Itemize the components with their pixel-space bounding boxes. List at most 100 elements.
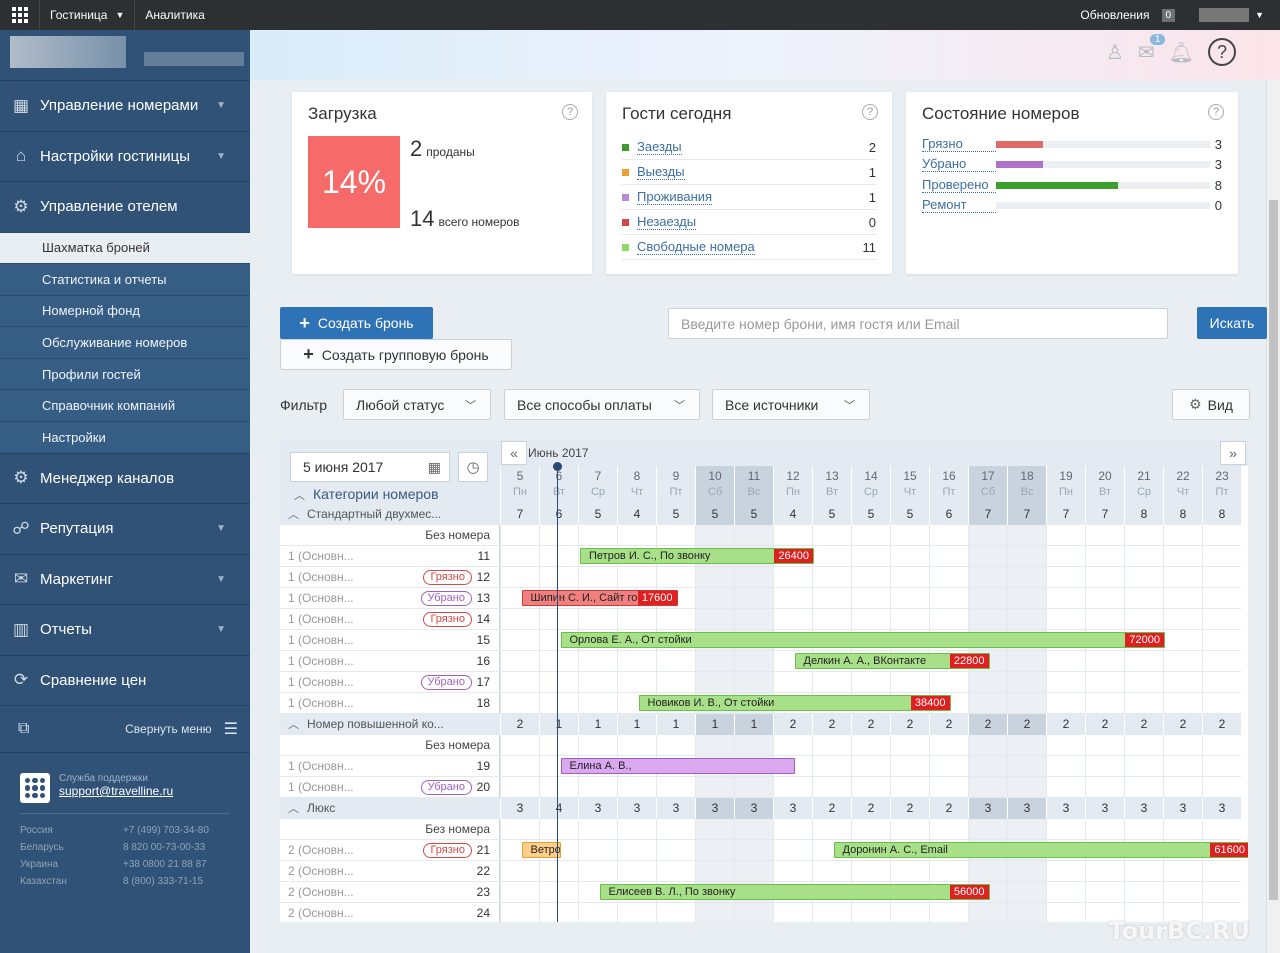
grid-cell[interactable] — [578, 609, 617, 630]
day-header[interactable]: 13 Вт — [812, 466, 851, 504]
grid-cell[interactable] — [695, 609, 734, 630]
grid-cell[interactable] — [1007, 693, 1046, 714]
grid-cell[interactable] — [578, 651, 617, 672]
grid-cell[interactable] — [851, 609, 890, 630]
grid-cell[interactable] — [929, 861, 968, 882]
grid-cell[interactable] — [500, 546, 539, 567]
grid-cell[interactable] — [1202, 672, 1241, 693]
grid-cell[interactable] — [1163, 588, 1202, 609]
sidebar-item[interactable]: ⟳ Сравнение цен — [0, 654, 250, 706]
grid-cell[interactable] — [1163, 693, 1202, 714]
grid-cell[interactable] — [1046, 546, 1085, 567]
sidebar-subitem[interactable]: Настройки — [0, 421, 250, 453]
grid-cell[interactable] — [968, 735, 1007, 756]
grid-cell[interactable] — [851, 777, 890, 798]
booking-bar[interactable]: Орлова Е. А., От стойки 72000 — [560, 632, 1165, 648]
grid-cell[interactable] — [1007, 588, 1046, 609]
grid-cell[interactable] — [617, 651, 656, 672]
grid-cell[interactable] — [734, 903, 773, 922]
prev-period-button[interactable]: « — [501, 441, 527, 465]
grid-cell[interactable] — [500, 588, 539, 609]
grid-cell[interactable] — [851, 588, 890, 609]
grid-cell[interactable] — [812, 756, 851, 777]
grid-cell[interactable] — [695, 567, 734, 588]
hotel-logo[interactable] — [0, 30, 250, 80]
grid-cell[interactable] — [1202, 882, 1241, 903]
user-chevron-icon[interactable]: ▼ — [1255, 10, 1264, 20]
grid-cell[interactable] — [968, 609, 1007, 630]
grid-cell[interactable] — [539, 861, 578, 882]
day-header[interactable]: 5 Пн — [500, 466, 539, 504]
grid-cell[interactable] — [1202, 609, 1241, 630]
grid-cell[interactable] — [578, 882, 617, 903]
grid-cell[interactable] — [1046, 735, 1085, 756]
grid-cell[interactable] — [695, 672, 734, 693]
grid-cell[interactable] — [1163, 777, 1202, 798]
grid-cell[interactable] — [578, 693, 617, 714]
grid-cell[interactable] — [500, 609, 539, 630]
next-period-button[interactable]: » — [1220, 441, 1246, 465]
grid-cell[interactable] — [1163, 861, 1202, 882]
grid-cell[interactable] — [1202, 525, 1241, 546]
sidebar-item[interactable]: ▥ Отчеты ▼ — [0, 604, 250, 655]
grid-cell[interactable] — [656, 777, 695, 798]
grid-cell[interactable] — [617, 903, 656, 922]
grid-cell[interactable] — [968, 567, 1007, 588]
grid-cell[interactable] — [1007, 903, 1046, 922]
grid-cell[interactable] — [695, 861, 734, 882]
grid-cell[interactable] — [1085, 735, 1124, 756]
sidebar-item[interactable]: ⌂ Настройки гостиницы ▼ — [0, 130, 250, 181]
grid-cell[interactable] — [695, 777, 734, 798]
sidebar-subitem[interactable]: Номерной фонд — [0, 294, 250, 327]
grid-cell[interactable] — [1124, 882, 1163, 903]
room-status-badge[interactable]: Грязно — [423, 611, 472, 627]
day-header[interactable]: 11 Вс — [734, 466, 773, 504]
grid-cell[interactable] — [929, 903, 968, 922]
grid-cell[interactable] — [890, 819, 929, 840]
grid-cell[interactable] — [656, 840, 695, 861]
grid-cell[interactable] — [1046, 588, 1085, 609]
grid-cell[interactable] — [1124, 777, 1163, 798]
grid-cell[interactable] — [1085, 693, 1124, 714]
grid-cell[interactable] — [968, 693, 1007, 714]
grid-cell[interactable] — [929, 672, 968, 693]
grid-cell[interactable] — [500, 819, 539, 840]
booking-bar[interactable]: Елина А. В., — [560, 758, 795, 774]
grid-cell[interactable] — [773, 525, 812, 546]
sidebar-subitem[interactable]: Шахматка броней — [0, 231, 250, 264]
grid-cell[interactable] — [773, 903, 812, 922]
grid-cell[interactable] — [1085, 861, 1124, 882]
day-header[interactable]: 7 Ср — [578, 466, 617, 504]
grid-cell[interactable] — [695, 903, 734, 922]
grid-cell[interactable] — [890, 903, 929, 922]
grid-cell[interactable] — [773, 588, 812, 609]
nav-hotel[interactable]: Гостиница ▼ — [40, 0, 136, 30]
grid-cell[interactable] — [890, 756, 929, 777]
grid-cell[interactable] — [500, 651, 539, 672]
help-icon[interactable]: ? — [1208, 38, 1236, 66]
grid-cell[interactable] — [1124, 651, 1163, 672]
grid-cell[interactable] — [812, 735, 851, 756]
grid-cell[interactable] — [1046, 903, 1085, 922]
grid-cell[interactable] — [1124, 903, 1163, 922]
sidebar-subitem[interactable]: Статистика и отчеты — [0, 263, 250, 295]
grid-cell[interactable] — [695, 840, 734, 861]
grid-cell[interactable] — [890, 546, 929, 567]
grid-cell[interactable] — [1124, 546, 1163, 567]
grid-cell[interactable] — [734, 735, 773, 756]
grid-cell[interactable] — [929, 525, 968, 546]
grid-cell[interactable] — [890, 777, 929, 798]
grid-cell[interactable] — [1124, 588, 1163, 609]
grid-cell[interactable] — [734, 651, 773, 672]
grid-cell[interactable] — [734, 840, 773, 861]
day-header[interactable]: 9 Пт — [656, 466, 695, 504]
grid-cell[interactable] — [656, 651, 695, 672]
grid-cell[interactable] — [812, 525, 851, 546]
grid-cell[interactable] — [1202, 735, 1241, 756]
grid-cell[interactable] — [578, 525, 617, 546]
grid-cell[interactable] — [617, 777, 656, 798]
grid-cell[interactable] — [851, 567, 890, 588]
grid-cell[interactable] — [1085, 588, 1124, 609]
grid-cell[interactable] — [1124, 672, 1163, 693]
question-icon[interactable]: ? — [1208, 104, 1224, 120]
